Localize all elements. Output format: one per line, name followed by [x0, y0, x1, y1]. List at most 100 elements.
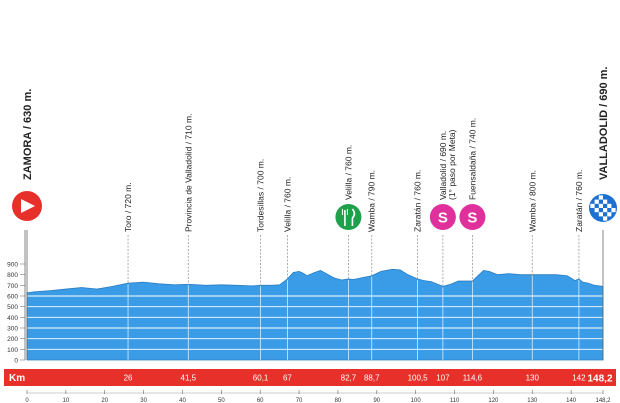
waypoint-name: Velilla / 760 m.: [282, 177, 292, 232]
checker-square: [603, 199, 608, 204]
elevation-profile-area: [26, 268, 604, 361]
waypoint-name: Provincia de Valladolid / 710 m.: [183, 114, 193, 232]
waypoint: Velilla / 760 m. 67: [282, 177, 292, 383]
waypoint-km-label: 100,5: [408, 374, 429, 383]
waypoint-name: ZAMORA / 630 m.: [22, 89, 34, 180]
waypoint-label: Valladolid / 690 m.(1° paso por Meta): [438, 129, 457, 200]
x-tick-label: 110: [450, 398, 460, 403]
waypoint-name: Wamba / 790 m.: [367, 170, 377, 232]
waypoint-label: Velilla / 760 m.: [282, 177, 292, 232]
checker-square: [590, 203, 595, 208]
checker-square: [598, 203, 603, 208]
waypoint-km-label: 88,7: [364, 374, 380, 383]
y-tick-label: 900: [7, 262, 18, 269]
waypoint-name: Zaratán / 760 m.: [413, 170, 423, 232]
waypoint-km-label: 142: [572, 374, 586, 383]
waypoint: Valladolid / 690 m.(1° paso por Meta) 107…: [429, 129, 457, 383]
waypoint: Toro / 720 m. 26: [123, 182, 133, 382]
waypoint-label: VALLADOLID / 690 m.: [598, 67, 610, 180]
start-arrow-icon: [21, 199, 35, 213]
sprint-letter: S: [467, 210, 477, 227]
waypoint-name: Velilla / 760 m.: [343, 145, 353, 200]
km-unit-label: Km: [9, 373, 25, 384]
waypoint-label: Tordesillas / 700 m.: [256, 159, 266, 232]
x-tick-label: 70: [296, 398, 303, 403]
waypoint-label: Toro / 720 m.: [123, 182, 133, 232]
waypoint-label: Velilla / 760 m.: [343, 145, 353, 200]
x-tick-label: 140: [566, 398, 577, 403]
checker-square: [598, 195, 603, 200]
waypoint-km-label: 67: [283, 374, 292, 383]
waypoint: Wamba / 800 m. 130: [526, 170, 540, 383]
km-band: [4, 369, 616, 386]
waypoint-name: Valladolid / 690 m.: [438, 131, 448, 200]
waypoint-km-label: 114,6: [463, 374, 483, 383]
x-tick-label: 40: [179, 398, 186, 403]
waypoint-km-label: 82,7: [341, 374, 357, 383]
waypoint-label: Wamba / 790 m.: [367, 170, 377, 232]
waypoint-name: VALLADOLID / 690 m.: [598, 67, 610, 180]
waypoint: Provincia de Valladolid / 710 m. 41,5: [181, 114, 197, 383]
y-tick-label: 0: [14, 358, 18, 365]
x-tick-label: 30: [140, 398, 147, 403]
total-km-label: 148,2: [587, 374, 612, 385]
waypoint-label: ZAMORA / 630 m.: [22, 89, 34, 180]
waypoint: VALLADOLID / 690 m.: [589, 67, 617, 360]
waypoint-label: Zaratán / 760 m.: [574, 170, 584, 232]
waypoint-name: Wamba / 800 m.: [527, 170, 537, 232]
x-tick-label: 80: [335, 398, 342, 403]
waypoint-label: Zaratán / 760 m.: [413, 170, 423, 232]
feed-zone-icon: [335, 204, 362, 230]
checker-square: [603, 216, 608, 221]
waypoint: Fuensaldaña / 740 m. 114,6 S: [459, 118, 486, 383]
waypoint: Wamba / 790 m. 88,7: [364, 170, 380, 383]
waypoint-km-label: 130: [526, 374, 540, 383]
x-tick-label: 100: [411, 398, 422, 403]
waypoint-km-label: 26: [124, 374, 133, 383]
y-tick-label: 300: [7, 326, 18, 333]
waypoint: Tordesillas / 700 m. 60,1: [253, 159, 269, 383]
y-tick-label: 600: [7, 294, 18, 301]
waypoint-label: Fuensaldaña / 740 m.: [467, 118, 477, 200]
waypoint: Zaratán / 760 m. 100,5: [408, 170, 429, 383]
knife-icon: [351, 208, 356, 226]
waypoint-km-label: 41,5: [181, 374, 197, 383]
sprint-icon: [459, 204, 486, 230]
checker-square: [611, 208, 616, 213]
x-tick-label: 20: [101, 398, 108, 403]
checker-square: [603, 208, 608, 213]
x-tick-label: 60: [257, 398, 264, 403]
waypoint: ZAMORA / 630 m.: [12, 89, 42, 360]
checker-square: [607, 203, 612, 208]
y-tick-label: 200: [7, 336, 18, 343]
waypoint-km-label: 60,1: [253, 374, 269, 383]
waypoint: Velilla / 760 m. 82,7: [335, 145, 362, 383]
y-tick-label: 500: [7, 304, 18, 311]
waypoint-note: (1° paso por Meta): [447, 129, 457, 200]
waypoint-name: Toro / 720 m.: [123, 182, 133, 232]
checker-square: [598, 212, 603, 217]
checker-square: [594, 208, 599, 213]
checker-square: [594, 199, 599, 204]
waypoint-name: Tordesillas / 700 m.: [256, 159, 266, 232]
waypoint-km-label: 107: [436, 374, 450, 383]
x-tick-label: 148,2: [595, 398, 611, 403]
checker-square: [607, 212, 612, 217]
x-tick-label: 50: [218, 398, 225, 403]
y-tick-label: 400: [7, 315, 18, 322]
x-tick-label: 90: [373, 398, 380, 403]
sprint-letter: S: [438, 210, 448, 227]
waypoint-label: Provincia de Valladolid / 710 m.: [183, 114, 193, 232]
y-tick-label: 100: [7, 347, 18, 354]
x-tick-label: 130: [527, 398, 538, 403]
x-tick-label: 10: [63, 398, 70, 403]
y-tick-label: 700: [7, 283, 18, 290]
x-tick-label: 120: [488, 398, 499, 403]
waypoint-name: Fuensaldaña / 740 m.: [467, 118, 477, 200]
waypoint: Zaratán / 760 m. 142: [572, 170, 586, 383]
waypoint-name: Zaratán / 760 m.: [574, 170, 584, 232]
y-tick-label: 800: [7, 272, 18, 279]
sprint-icon: [429, 204, 456, 230]
x-tick-label: 0: [25, 398, 29, 403]
